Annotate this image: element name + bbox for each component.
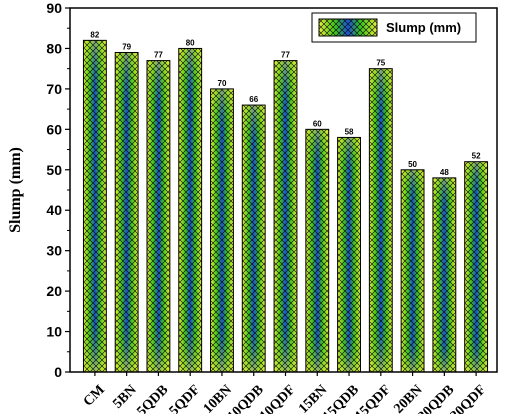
y-tick-label: 10	[46, 324, 62, 340]
bar-hatch	[432, 177, 457, 373]
bar-5qdb	[146, 60, 171, 373]
data-label: 60	[313, 119, 322, 128]
data-label: 75	[376, 59, 385, 68]
data-label: 82	[90, 30, 99, 39]
y-tick-label: 40	[46, 202, 62, 218]
data-label: 58	[345, 127, 354, 136]
bar-hatch	[305, 128, 330, 373]
bars-group	[82, 39, 489, 373]
bar-20qdf	[464, 161, 489, 373]
bar-5qdf	[178, 47, 203, 373]
bar-hatch	[178, 47, 203, 373]
bar-hatch	[273, 60, 298, 373]
y-tick-label: 60	[46, 121, 62, 137]
y-tick-label: 90	[46, 0, 62, 16]
data-labels-group: 82 79 77 80 70 66 77 60 58 75 50 48 52	[90, 30, 481, 177]
data-label: 77	[154, 51, 163, 60]
data-label: 50	[408, 160, 417, 169]
bar-hatch	[241, 104, 266, 373]
legend-label: Slump (mm)	[386, 20, 461, 35]
y-tick-label: 0	[54, 364, 62, 380]
y-axis-ticks: 0 10 20 30 40 50 60 70 80 90	[46, 0, 70, 380]
x-tick-label: 10QDF	[257, 382, 298, 414]
bar-hatch	[337, 136, 361, 373]
bar-10qdf	[273, 60, 298, 373]
legend-swatch-hatch	[318, 18, 378, 37]
bar-15bn	[305, 128, 330, 373]
y-tick-label: 70	[46, 81, 62, 97]
y-tick-label: 50	[46, 162, 62, 178]
bar-20qdb	[432, 177, 457, 373]
x-tick-label: 20QDF	[448, 382, 489, 414]
y-axis-title: Slump (mm)	[7, 147, 24, 233]
bar-cm	[82, 39, 107, 373]
data-label: 79	[122, 42, 131, 51]
bar-hatch	[368, 68, 393, 373]
data-label: 80	[186, 38, 195, 47]
data-label: 66	[249, 95, 258, 104]
bar-hatch	[464, 161, 489, 373]
x-tick-label: 15QDF	[352, 382, 393, 414]
bar-hatch	[82, 39, 107, 373]
bar-hatch	[114, 51, 139, 373]
bar-10bn	[210, 88, 234, 373]
y-tick-label: 30	[46, 243, 62, 259]
data-label: 70	[218, 79, 227, 88]
data-label: 48	[440, 168, 449, 177]
x-tick-label: CM	[81, 382, 108, 409]
bar-hatch	[400, 169, 425, 373]
x-axis-ticks: CM 5BN5QDB5QDF10BN10QDB10QDF15BN15QDB15QD…	[81, 372, 489, 414]
bar-15qdf	[368, 68, 393, 373]
bar-hatch	[146, 60, 171, 373]
y-tick-label: 80	[46, 40, 62, 56]
bar-15qdb	[337, 136, 361, 373]
bar-hatch	[210, 88, 234, 373]
data-label: 77	[281, 51, 290, 60]
data-label: 52	[472, 152, 481, 161]
bar-10qdb	[241, 104, 266, 373]
y-tick-label: 20	[46, 283, 62, 299]
x-tick-label: 5QDF	[167, 382, 203, 414]
legend: Slump (mm)	[311, 12, 477, 43]
bar-20bn	[400, 169, 425, 373]
x-tick-label: 5QDB	[134, 382, 171, 414]
bar-5bn	[114, 51, 139, 373]
